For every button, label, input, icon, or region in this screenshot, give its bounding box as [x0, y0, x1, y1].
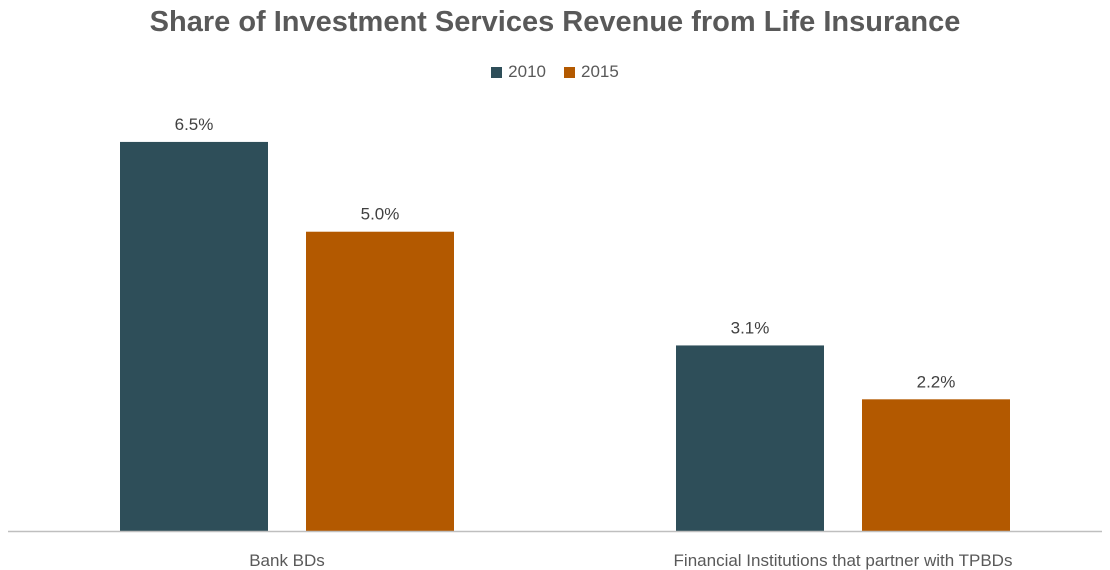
- chart-legend: 2010 2015: [0, 62, 1110, 82]
- legend-label-2015: 2015: [581, 62, 619, 81]
- bar-2010-1: [120, 141, 268, 531]
- bar-2015-2: [862, 399, 1010, 531]
- legend-item-2010: 2010: [491, 62, 546, 82]
- legend-swatch-2015: [564, 66, 575, 78]
- data-label-2010-1: 6.5%: [175, 115, 214, 134]
- data-label-2010-2: 3.1%: [731, 318, 770, 337]
- data-label-2015-2: 2.2%: [917, 372, 956, 391]
- legend-swatch-2010: [491, 66, 503, 78]
- legend-item-2015: 2015: [564, 62, 619, 82]
- bar-2010-2: [676, 345, 824, 531]
- legend-label-2010: 2010: [508, 62, 546, 81]
- chart-title: Share of Investment Services Revenue fro…: [149, 6, 961, 38]
- data-label-2015-1: 5.0%: [361, 205, 400, 224]
- category-label-1: Bank BDs: [249, 551, 325, 570]
- bar-2015-1: [306, 231, 454, 531]
- category-label-2: Financial Institutions that partner with…: [674, 551, 1013, 570]
